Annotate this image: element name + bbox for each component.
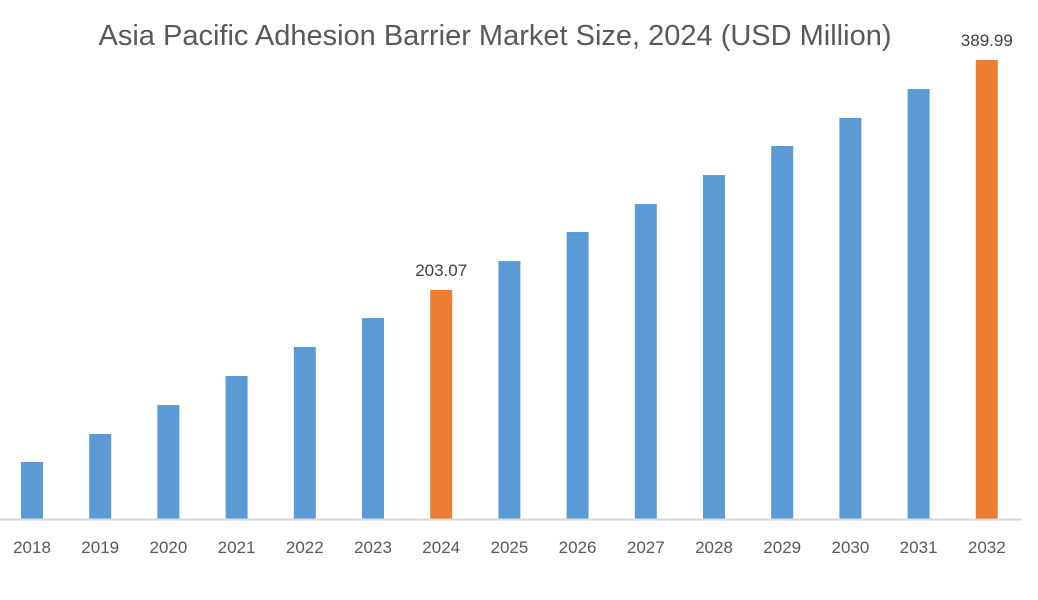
bar-2027 [634,203,657,520]
bar-2030 [839,117,862,520]
x-tick-label: 2019 [81,538,119,557]
x-tick-label: 2024 [422,538,460,557]
bar-2019 [89,433,112,519]
data-label: 203.07 [415,261,467,280]
x-tick-label: 2023 [354,538,392,557]
bar-2023 [362,318,384,519]
bar-2020 [157,405,180,519]
bar-2029 [771,146,794,519]
x-tick-label: 2029 [763,538,801,557]
x-tick-label: 2027 [627,538,665,557]
bar-2018 [21,462,43,519]
x-tick-label: 2032 [968,538,1006,557]
bar-2021 [225,376,248,519]
bar-2032 [975,60,998,519]
x-tick-label: 2020 [149,538,187,557]
bar-2028 [703,175,725,519]
x-tick-label: 2025 [490,538,528,557]
x-tick-label: 2026 [559,538,597,557]
x-tick-label: 2021 [218,538,256,557]
bar-2025 [498,261,521,519]
bar-2024 [430,290,453,519]
x-tick-label: 2018 [13,538,51,557]
bar-2031 [907,89,930,520]
data-label: 389.99 [961,31,1013,50]
x-tick-label: 2030 [831,538,869,557]
x-tick-label: 2022 [286,538,324,557]
x-tick-label: 2031 [900,538,938,557]
x-tick-label: 2028 [695,538,733,557]
bar-2026 [566,232,589,519]
chart-title: Asia Pacific Adhesion Barrier Market Siz… [98,20,892,52]
bar-2022 [293,346,316,519]
